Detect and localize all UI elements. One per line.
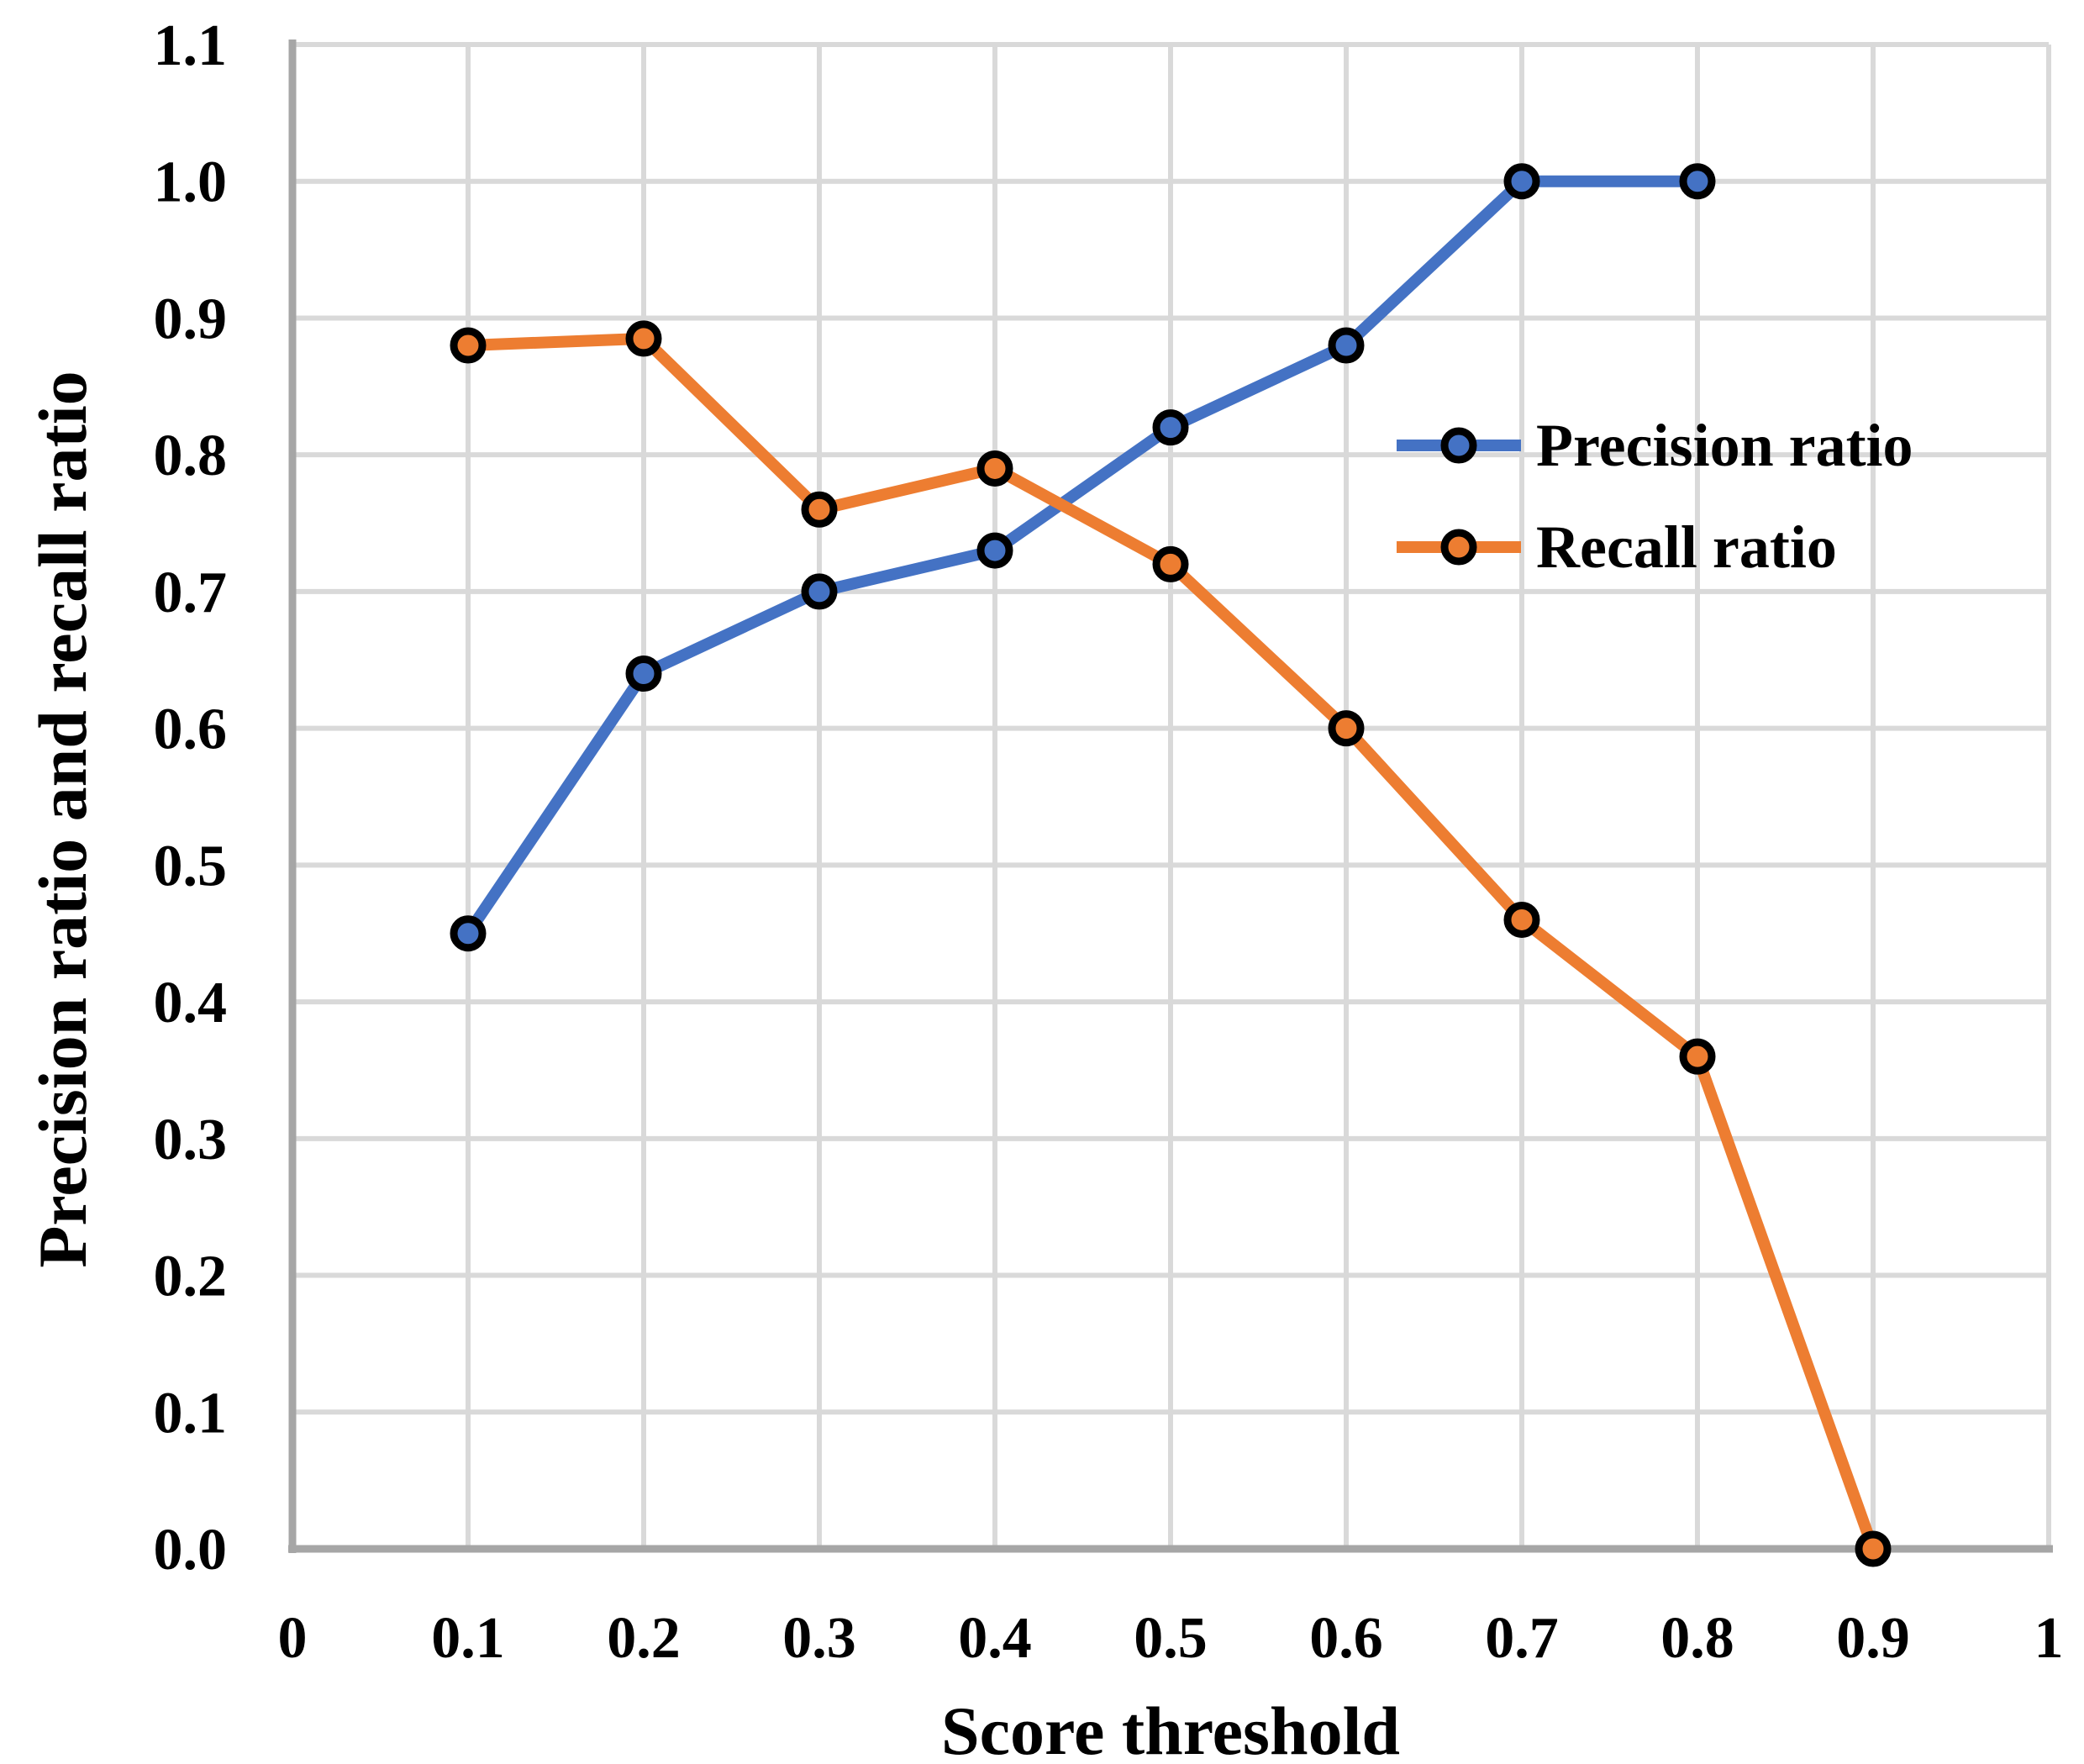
y-tick-label: 0.4	[154, 971, 228, 1035]
x-tick-label: 1	[2034, 1606, 2064, 1671]
y-axis-title: Precision ratio and recall ratio	[24, 371, 101, 1268]
recall-data-point-marker	[1679, 1038, 1716, 1075]
x-tick-label: 0.6	[1309, 1606, 1383, 1671]
legend-label-recall: Recall ratio	[1536, 513, 1837, 581]
x-tick-label: 0.3	[782, 1606, 856, 1671]
y-tick-label: 0.2	[154, 1245, 228, 1309]
precision-data-point-marker	[625, 656, 662, 692]
y-tick-label: 0.0	[154, 1518, 228, 1582]
precision-data-point-marker	[801, 573, 838, 610]
precision-data-point-marker	[976, 532, 1013, 569]
recall-data-point-marker	[1855, 1530, 1892, 1567]
precision-line	[462, 175, 1703, 940]
precision-line-marker-icon	[1397, 427, 1521, 464]
y-tick-label: 0.3	[154, 1108, 228, 1172]
recall-data-point-marker	[1328, 710, 1365, 747]
recall-data-point-marker	[450, 327, 487, 364]
recall-data-point-marker	[1503, 901, 1540, 938]
recall-data-point-marker	[1152, 545, 1189, 582]
legend-item-recall: Recall ratio	[1395, 517, 1837, 577]
x-tick-label: 0.2	[607, 1606, 681, 1671]
legend-label-precision: Precision ratio	[1536, 412, 1913, 479]
recall-data-point-marker	[625, 320, 662, 357]
precision-data-point-marker	[1152, 409, 1189, 446]
legend-item-precision: Precision ratio	[1395, 415, 1913, 476]
precision-data-point-marker	[1679, 163, 1716, 200]
recall-line-marker-icon	[1397, 529, 1521, 566]
precision-data-point-marker	[1328, 327, 1365, 364]
y-tick-label: 0.9	[154, 287, 228, 351]
x-tick-label: 0.9	[1836, 1606, 1910, 1671]
y-tick-label: 0.7	[154, 561, 228, 625]
recall-data-point-marker	[801, 491, 838, 528]
x-tick-label: 0.4	[958, 1606, 1032, 1671]
x-axis-title: Score threshold	[941, 1693, 1400, 1764]
recall-data-point-marker	[976, 450, 1013, 487]
x-tick-label: 0.7	[1485, 1606, 1559, 1671]
y-tick-label: 0.8	[154, 424, 228, 488]
y-tick-label: 1.1	[154, 13, 228, 78]
precision-data-point-marker	[450, 915, 487, 952]
x-tick-label: 0.1	[431, 1606, 505, 1671]
x-tick-label: 0.8	[1660, 1606, 1734, 1671]
y-tick-label: 1.0	[154, 150, 228, 215]
x-tick-label: 0	[278, 1606, 308, 1671]
x-tick-label: 0.5	[1134, 1606, 1208, 1671]
precision-data-point-marker	[1503, 163, 1540, 200]
y-tick-label: 0.5	[154, 834, 228, 898]
y-tick-label: 0.6	[154, 698, 228, 762]
y-tick-label: 0.1	[154, 1381, 228, 1445]
